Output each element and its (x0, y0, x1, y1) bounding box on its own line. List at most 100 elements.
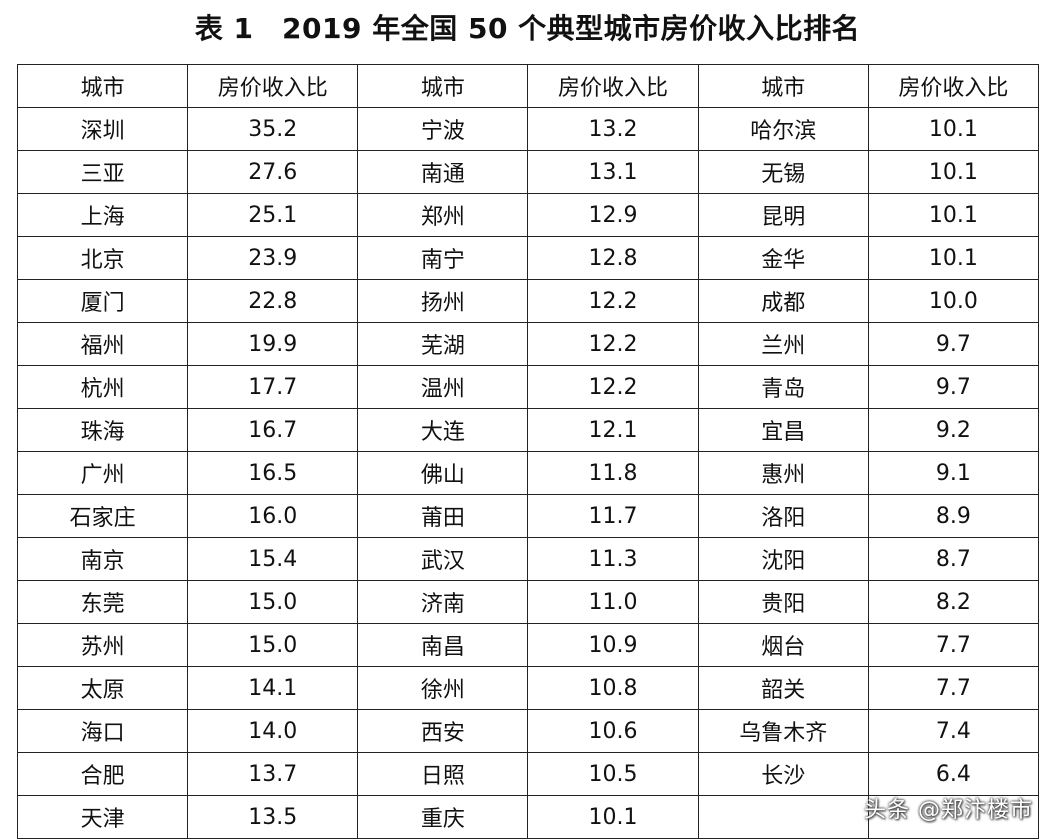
ratio-cell: 10.5 (527, 752, 699, 796)
header-cell: 房价收入比 (867, 64, 1040, 108)
city-cell: 莆田 (357, 494, 529, 538)
ratio-cell: 16.7 (187, 408, 359, 452)
city-cell: 长沙 (697, 752, 869, 796)
page-title: 表 1 2019 年全国 50 个典型城市房价收入比排名 (194, 12, 861, 45)
ratio-cell: 13.5 (187, 795, 359, 839)
ratio-cell: 8.7 (867, 537, 1040, 581)
table-row: 苏州 15.0 南昌 10.9 烟台 7.7 (16, 623, 1040, 667)
city-cell: 福州 (16, 322, 189, 366)
ratio-cell: 10.1 (867, 193, 1040, 237)
table-body: 城市 房价收入比 城市 房价收入比 城市 房价收入比 深圳 35.2 宁波 13.2 哈… (16, 64, 1040, 839)
city-cell: 厦门 (16, 279, 189, 323)
ratio-cell: 13.2 (527, 107, 699, 151)
ratio-cell: 17.7 (187, 365, 359, 409)
city-cell: 宜昌 (697, 408, 869, 452)
ratio-cell: 10.1 (867, 107, 1040, 151)
header-cell: 房价收入比 (527, 64, 699, 108)
city-cell: 洛阳 (697, 494, 869, 538)
city-cell: 扬州 (357, 279, 529, 323)
ratio-cell: 12.2 (527, 365, 699, 409)
ratio-cell: 11.0 (527, 580, 699, 624)
ratio-cell: 10.0 (867, 279, 1040, 323)
ratio-cell: 9.1 (867, 451, 1040, 495)
city-cell: 广州 (16, 451, 189, 495)
ratio-cell: 12.9 (527, 193, 699, 237)
city-cell: 温州 (357, 365, 529, 409)
ratio-cell: 10.1 (867, 236, 1040, 280)
ratio-cell: 19.9 (187, 322, 359, 366)
city-cell: 西安 (357, 709, 529, 753)
city-cell: 深圳 (16, 107, 189, 151)
city-cell: 重庆 (357, 795, 529, 839)
ratio-cell: 11.8 (527, 451, 699, 495)
ratio-cell: 7.4 (867, 709, 1040, 753)
ratio-cell: 16.0 (187, 494, 359, 538)
city-cell: 大连 (357, 408, 529, 452)
city-cell: 乌鲁木齐 (697, 709, 869, 753)
ratio-cell: 10.8 (527, 666, 699, 710)
ratio-cell: 12.2 (527, 322, 699, 366)
ratio-cell: 13.7 (187, 752, 359, 796)
table-row: 合肥 13.7 日照 10.5 长沙 6.4 (16, 752, 1040, 796)
city-cell: 成都 (697, 279, 869, 323)
city-cell: 昆明 (697, 193, 869, 237)
table-row: 北京 23.9 南宁 12.8 金华 10.1 (16, 236, 1040, 280)
ratio-cell: 6.4 (867, 752, 1040, 796)
table-row: 东莞 15.0 济南 11.0 贵阳 8.2 (16, 580, 1040, 624)
watermark: 头条 @郑汴楼市 (864, 798, 1033, 823)
ratio-cell: 11.3 (527, 537, 699, 581)
ratio-cell: 8.2 (867, 580, 1040, 624)
city-cell: 太原 (16, 666, 189, 710)
city-cell: 沈阳 (697, 537, 869, 581)
ratio-cell: 9.7 (867, 365, 1040, 409)
ratio-cell: 8.9 (867, 494, 1040, 538)
city-cell: 徐州 (357, 666, 529, 710)
table-row: 广州 16.5 佛山 11.8 惠州 9.1 (16, 451, 1040, 495)
header-cell: 房价收入比 (187, 64, 359, 108)
city-cell: 韶关 (697, 666, 869, 710)
table-row: 上海 25.1 郑州 12.9 昆明 10.1 (16, 193, 1040, 237)
city-cell: 上海 (16, 193, 189, 237)
ratio-cell (867, 795, 1040, 839)
city-cell: 宁波 (357, 107, 529, 151)
ratio-cell: 7.7 (867, 666, 1040, 710)
city-cell: 苏州 (16, 623, 189, 667)
ratio-cell: 15.0 (187, 580, 359, 624)
ratio-cell: 14.1 (187, 666, 359, 710)
header-cell: 城市 (697, 64, 869, 108)
ratio-cell: 9.7 (867, 322, 1040, 366)
ratio-cell: 12.8 (527, 236, 699, 280)
city-cell: 惠州 (697, 451, 869, 495)
city-cell: 南通 (357, 150, 529, 194)
city-cell: 南京 (16, 537, 189, 581)
city-cell: 烟台 (697, 623, 869, 667)
table-row: 海口 14.0 西安 10.6 乌鲁木齐 7.4 (16, 709, 1040, 753)
header-cell: 城市 (16, 64, 189, 108)
ratio-cell: 16.5 (187, 451, 359, 495)
ranking-table: 城市 房价收入比 城市 房价收入比 城市 房价收入比 深圳 35.2 宁波 13.2 哈… (16, 64, 1040, 839)
city-cell: 芜湖 (357, 322, 529, 366)
ratio-cell: 7.7 (867, 623, 1040, 667)
ratio-cell: 13.1 (527, 150, 699, 194)
city-cell (697, 795, 869, 839)
table-row: 深圳 35.2 宁波 13.2 哈尔滨 10.1 (16, 107, 1040, 151)
ratio-cell: 9.2 (867, 408, 1040, 452)
city-cell: 无锡 (697, 150, 869, 194)
city-cell: 日照 (357, 752, 529, 796)
city-cell: 贵阳 (697, 580, 869, 624)
city-cell: 南宁 (357, 236, 529, 280)
city-cell: 哈尔滨 (697, 107, 869, 151)
city-cell: 济南 (357, 580, 529, 624)
ratio-cell: 11.7 (527, 494, 699, 538)
table-row: 杭州 17.7 温州 12.2 青岛 9.7 (16, 365, 1040, 409)
city-cell: 郑州 (357, 193, 529, 237)
ratio-cell: 25.1 (187, 193, 359, 237)
city-cell: 金华 (697, 236, 869, 280)
ratio-cell: 12.2 (527, 279, 699, 323)
table-row: 三亚 27.6 南通 13.1 无锡 10.1 (16, 150, 1040, 194)
city-cell: 武汉 (357, 537, 529, 581)
city-cell: 青岛 (697, 365, 869, 409)
city-cell: 三亚 (16, 150, 189, 194)
ratio-cell: 10.1 (867, 150, 1040, 194)
table-row: 南京 15.4 武汉 11.3 沈阳 8.7 (16, 537, 1040, 581)
